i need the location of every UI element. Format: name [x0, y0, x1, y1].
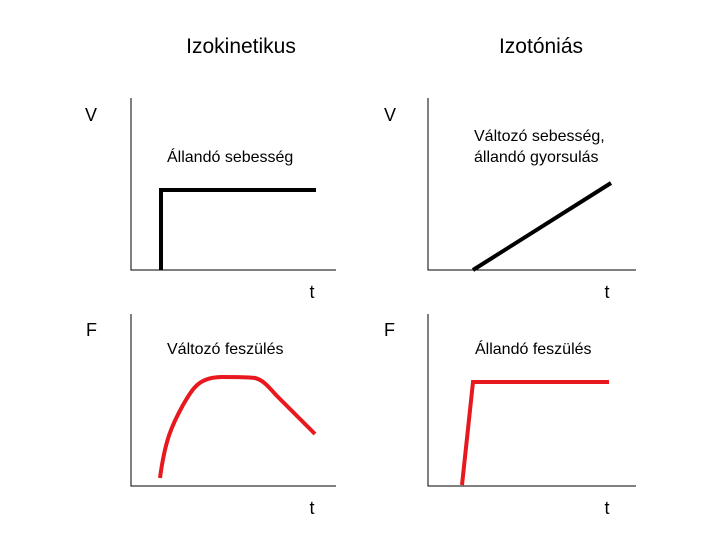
panel-isotonic-velocity: V Változó sebesség, állandó gyorsulás t	[384, 98, 636, 302]
axes	[130, 98, 336, 271]
panel-isotonic-force: F Állandó feszülés t	[384, 314, 636, 518]
y-axis-label: F	[384, 320, 395, 340]
force-curve	[460, 380, 609, 486]
title-isotonic: Izotóniás	[499, 35, 583, 58]
panel-caption: Változó feszülés	[167, 341, 284, 358]
axes	[427, 314, 636, 487]
x-axis-label: t	[309, 498, 314, 518]
title-isokinetic: Izokinetikus	[186, 35, 296, 58]
panel-isokinetic-velocity: V Állandó sebesség t	[85, 98, 336, 302]
panel-caption: Állandó sebesség	[167, 147, 293, 166]
y-axis-label: V	[85, 105, 97, 125]
y-axis-label: V	[384, 105, 396, 125]
x-axis-label: t	[604, 498, 609, 518]
panel-caption-line-2: állandó gyorsulás	[474, 149, 599, 166]
velocity-curve	[159, 188, 316, 270]
axes	[427, 98, 636, 271]
panel-caption-line-1: Változó sebesség,	[474, 128, 605, 145]
y-axis-label: F	[86, 320, 97, 340]
axes	[130, 314, 336, 487]
panel-isokinetic-force: F Változó feszülés t	[86, 314, 336, 518]
panel-caption: Állandó feszülés	[475, 339, 592, 358]
x-axis-label: t	[604, 282, 609, 302]
force-curve	[158, 374, 317, 479]
x-axis-label: t	[309, 282, 314, 302]
velocity-curve	[471, 181, 613, 272]
